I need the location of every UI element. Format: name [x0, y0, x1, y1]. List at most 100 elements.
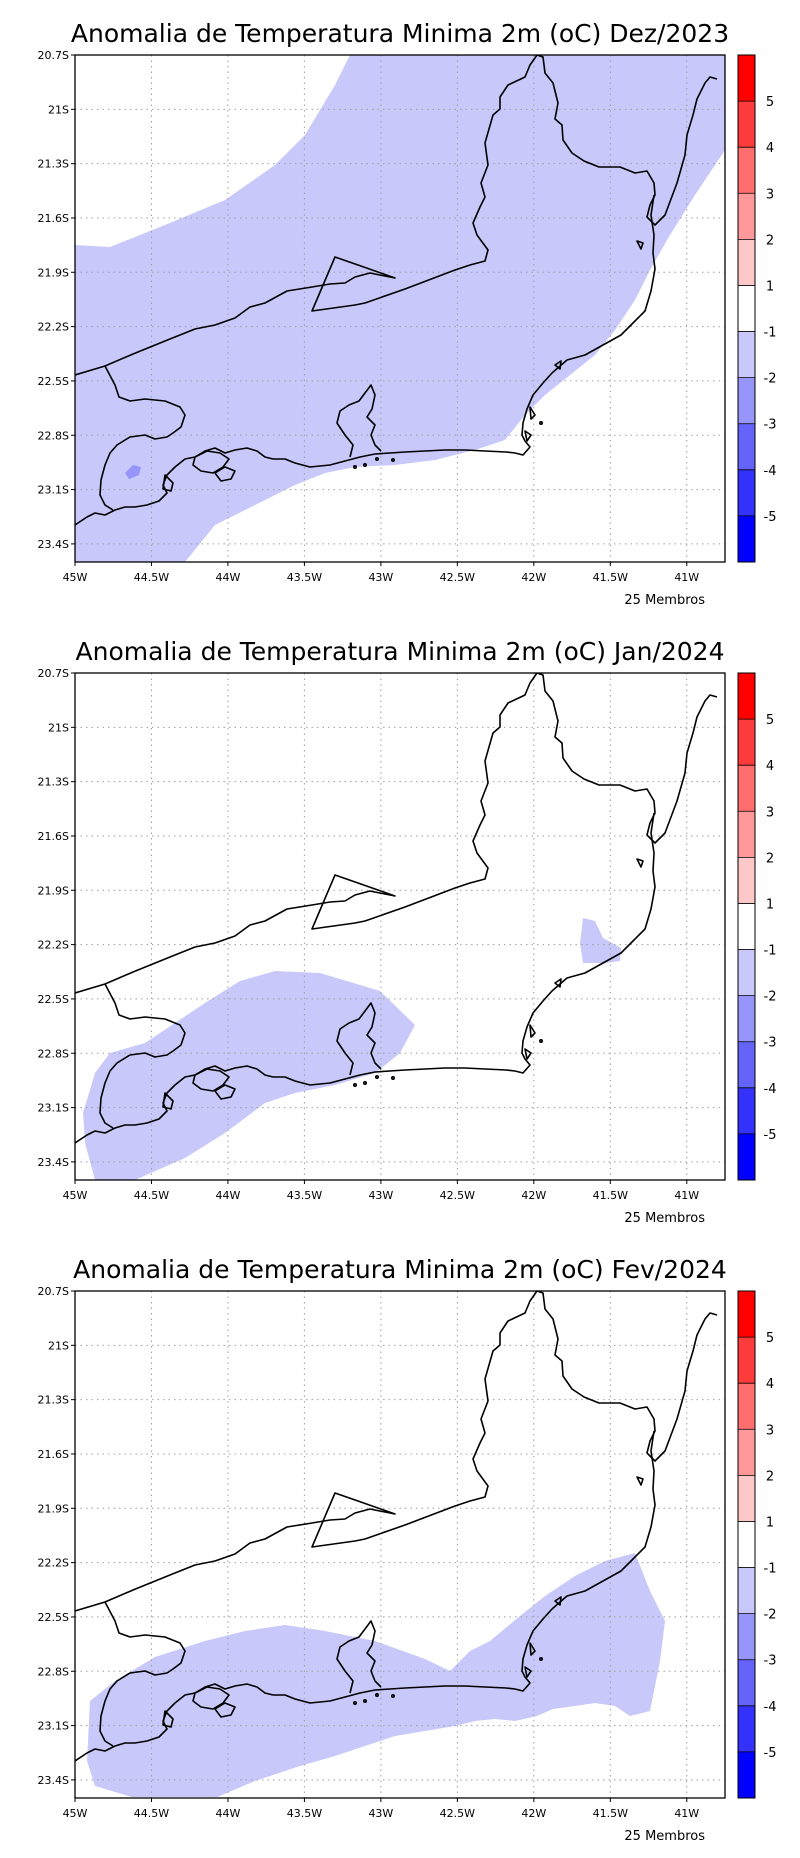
lat-tick-label: 21.9S [38, 884, 69, 897]
lon-tick-label: 44W [216, 571, 241, 584]
colorbar-swatch [738, 377, 755, 424]
lon-tick-label: 43.5W [287, 1807, 322, 1820]
colorbar-swatch [738, 995, 755, 1042]
panel-title: Anomalia de Temperatura Minima 2m (oC) F… [73, 1255, 727, 1284]
colorbar-label: 5 [766, 95, 774, 110]
grid-lines [75, 673, 725, 1180]
colorbar-swatch [738, 285, 755, 332]
lat-tick-label: 22.5S [38, 375, 69, 388]
colorbar-label: 2 [766, 233, 774, 248]
anomaly-shading [87, 1553, 665, 1797]
anomaly-area-strong [125, 465, 141, 479]
lon-tick-label: 44.5W [134, 1807, 169, 1820]
colorbar-label: -2 [764, 372, 777, 387]
colorbar-swatch [738, 949, 755, 996]
panel-title: Anomalia de Temperatura Minima 2m (oC) D… [71, 19, 729, 48]
lat-tick-label: 22.5S [38, 993, 69, 1006]
colorbar-label: -1 [764, 1562, 777, 1577]
colorbar-label: 3 [766, 1423, 774, 1438]
members-label: 25 Membros [624, 1829, 705, 1844]
colorbar-swatch [738, 1133, 755, 1180]
lat-tick-label: 23.4S [38, 538, 69, 551]
anomaly-area [83, 971, 415, 1180]
panel-title: Anomalia de Temperatura Minima 2m (oC) J… [76, 637, 725, 666]
colorbar-swatch [738, 423, 755, 470]
map-frame [74, 672, 726, 1181]
lon-tick-label: 42.5W [440, 571, 475, 584]
members-label: 25 Membros [624, 1211, 705, 1226]
colorbar-swatch [738, 147, 755, 194]
anomaly-area [580, 918, 621, 963]
colorbar-swatch [738, 903, 755, 950]
colorbar-label: -1 [764, 944, 777, 959]
colorbar-swatch [738, 719, 755, 766]
lon-tick-label: 42W [521, 1807, 546, 1820]
colorbar-swatch [738, 765, 755, 812]
map-frame [74, 54, 726, 563]
colorbar-swatch [738, 1521, 755, 1568]
lat-tick-label: 23.4S [38, 1156, 69, 1169]
colorbar-label: -3 [764, 418, 777, 433]
colorbar-label: -2 [764, 1608, 777, 1623]
colorbar-label: 1 [766, 279, 774, 294]
colorbar: 5 4 3 2 1 -1 -2 -3 -4 -5 [737, 1290, 777, 1799]
lat-tick-label: 21S [48, 1339, 69, 1352]
lat-tick-label: 22.2S [38, 939, 69, 952]
colorbar-label: 3 [766, 805, 774, 820]
lon-tick-label: 41W [674, 1807, 699, 1820]
lon-tick-label: 43W [368, 1807, 393, 1820]
lat-tick-label: 20.7S [38, 667, 69, 680]
colorbar: 5 4 3 2 1 -1 -2 -3 -4 -5 [737, 54, 777, 563]
lat-tick-label: 21.6S [38, 212, 69, 225]
colorbar-swatch [738, 1291, 755, 1338]
lon-tick-label: 41W [674, 1189, 699, 1202]
colorbar-swatch [738, 469, 755, 516]
colorbar-swatch [738, 515, 755, 562]
colorbar-swatch [738, 1475, 755, 1522]
lon-tick-label: 43W [368, 1189, 393, 1202]
lat-tick-label: 23.4S [38, 1774, 69, 1787]
lon-tick-label: 43.5W [287, 571, 322, 584]
lat-tick-label: 21.3S [38, 1394, 69, 1407]
colorbar-label: -5 [764, 510, 777, 525]
colorbar-label: -4 [764, 1700, 777, 1715]
lon-tick-label: 42W [521, 571, 546, 584]
lon-tick-label: 45W [63, 1189, 88, 1202]
lon-tick-label: 45W [63, 571, 88, 584]
lat-tick-label: 23.1S [38, 1102, 69, 1115]
colorbar-label: -4 [764, 1082, 777, 1097]
lat-tick-label: 22.8S [38, 429, 69, 442]
colorbar-label: 5 [766, 1331, 774, 1346]
lat-tick-label: 22.8S [38, 1047, 69, 1060]
colorbar-label: 4 [766, 141, 774, 156]
lat-tick-label: 23.1S [38, 1720, 69, 1733]
members-label: 25 Membros [624, 593, 705, 608]
colorbar-label: 1 [766, 897, 774, 912]
colorbar-label: -2 [764, 990, 777, 1005]
anomaly-area [75, 55, 725, 562]
colorbar-label: -4 [764, 464, 777, 479]
lon-tick-label: 41W [674, 571, 699, 584]
colorbar-label: -5 [764, 1128, 777, 1143]
colorbar-swatch [738, 193, 755, 240]
lat-tick-label: 21.3S [38, 776, 69, 789]
lat-tick-label: 21S [48, 103, 69, 116]
colorbar-label: -3 [764, 1036, 777, 1051]
lat-tick-label: 20.7S [38, 1285, 69, 1298]
lat-tick-label: 21.9S [38, 266, 69, 279]
lon-tick-label: 44.5W [134, 571, 169, 584]
lon-tick-label: 41.5W [593, 1189, 628, 1202]
colorbar-swatch [738, 1383, 755, 1430]
lat-tick-label: 20.7S [38, 49, 69, 62]
lat-tick-label: 22.2S [38, 321, 69, 334]
colorbar-swatch [738, 1041, 755, 1088]
lat-tick-label: 21S [48, 721, 69, 734]
lat-tick-label: 23.1S [38, 484, 69, 497]
colorbar-swatch [738, 239, 755, 286]
forecast-panel: Anomalia de Temperatura Minima 2m (oC) D… [38, 19, 777, 608]
colorbar-swatch [738, 1087, 755, 1134]
lon-tick-label: 42.5W [440, 1189, 475, 1202]
map-frame [74, 1290, 726, 1799]
anomaly-area [87, 1553, 665, 1797]
